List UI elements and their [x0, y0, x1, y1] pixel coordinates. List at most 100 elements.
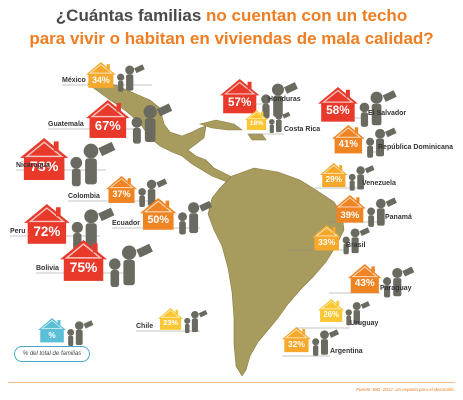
- value-label: 37%: [112, 189, 131, 200]
- house-shape: [318, 299, 371, 326]
- house-body: [40, 328, 64, 343]
- house-marker: 34%: [86, 62, 145, 92]
- house-shape: [158, 308, 208, 334]
- house-marker: 72%: [24, 204, 115, 250]
- house-roof: [312, 225, 342, 238]
- value-label: 18%: [249, 119, 264, 127]
- value-label: 33%: [317, 237, 336, 248]
- family-icon: [67, 320, 94, 347]
- value-label: 41%: [338, 138, 358, 150]
- house-shape: [282, 327, 340, 356]
- country-label: Venezuela: [362, 180, 396, 187]
- house-marker: 41%: [332, 125, 397, 158]
- country-label: República Dominicana: [378, 144, 454, 151]
- family-icon: [366, 127, 397, 158]
- house-marker: 78%: [20, 138, 116, 187]
- house-marker: 50%: [140, 198, 213, 235]
- map-cuba: [198, 119, 243, 131]
- house-roof: [86, 100, 130, 119]
- title-part-2: no cuentan con un techo: [206, 6, 408, 25]
- value-label: 23%: [163, 318, 178, 328]
- house-marker: 67%: [86, 100, 173, 144]
- value-label: 58%: [326, 104, 350, 118]
- house-body: [23, 156, 65, 180]
- house-shape: [20, 138, 116, 187]
- house-body: [88, 73, 114, 88]
- country-label: México: [62, 77, 86, 84]
- house-marker: 57%: [220, 79, 298, 119]
- country-label: Guatemala: [48, 121, 84, 128]
- legend-label: % del total de familias: [14, 346, 90, 362]
- value-label: 67%: [94, 117, 121, 133]
- house-body: [320, 309, 343, 322]
- house-marker: 33%: [312, 225, 370, 255]
- house-roof: [60, 240, 108, 260]
- house-roof: [38, 318, 67, 330]
- house-shape: [86, 100, 173, 144]
- house-marker: 43%: [348, 264, 415, 298]
- house-roof: [332, 125, 365, 139]
- value-label: 50%: [147, 213, 169, 226]
- house-shape: [60, 240, 153, 288]
- house-shape: [140, 198, 213, 235]
- title-line-2: para vivir o habitan en viviendas de mal…: [29, 29, 434, 48]
- house-roof: [245, 110, 268, 120]
- family-icon: [109, 243, 153, 288]
- house-roof: [282, 327, 311, 340]
- family-icon: [342, 227, 370, 255]
- house-body: [321, 102, 355, 122]
- family-icon: [178, 200, 213, 235]
- title-line-1: ¿Cuántas familias no cuentan con un tech…: [0, 5, 463, 27]
- family-icon: [131, 103, 173, 144]
- country-label: Argentina: [330, 348, 363, 355]
- legend-house: %: [38, 318, 94, 347]
- country-label: Bolivia: [36, 265, 59, 272]
- house-body: [322, 173, 346, 188]
- house-roof: [86, 62, 116, 75]
- country-label: Ecuador: [112, 220, 141, 227]
- title-part-1: ¿Cuántas familias: [55, 6, 202, 25]
- legend-symbol: %: [48, 329, 56, 340]
- house-roof: [158, 308, 184, 319]
- country-label: Peru: [10, 228, 26, 235]
- family-icon: [359, 90, 397, 127]
- family-icon: [70, 141, 116, 187]
- house-body: [334, 137, 363, 154]
- value-label: 75%: [69, 259, 98, 276]
- house-shape: [332, 125, 397, 158]
- house-marker: 29%: [320, 163, 375, 191]
- family-icon: [367, 197, 397, 227]
- value-label: 43%: [354, 278, 375, 290]
- house-roof: [220, 79, 260, 96]
- country-label: Uruguay: [350, 320, 379, 327]
- house-body: [108, 188, 135, 203]
- value-label: 26%: [323, 310, 339, 320]
- house-roof: [320, 163, 348, 175]
- family-icon: [345, 301, 371, 326]
- house-body: [336, 207, 364, 223]
- house-marker: 75%: [60, 240, 153, 288]
- value-label: 39%: [340, 208, 360, 220]
- house-marker: 37%: [106, 176, 168, 208]
- house-roof: [24, 204, 70, 223]
- house-roof: [334, 195, 366, 209]
- house-body: [246, 119, 267, 130]
- house-marker: 39%: [334, 195, 397, 227]
- family-icon: [138, 178, 168, 208]
- house-body: [27, 221, 67, 244]
- family-icon: [117, 64, 145, 92]
- house-shape: [334, 195, 397, 227]
- house-shape: [220, 79, 298, 119]
- country-label: Honduras: [268, 96, 301, 103]
- footer-rule: [8, 382, 455, 383]
- family-icon: [348, 165, 375, 191]
- house-shape: [24, 204, 115, 250]
- house-body: [142, 212, 174, 230]
- house-body: [160, 317, 182, 330]
- country-label: Brasil: [346, 242, 366, 249]
- house-shape: [245, 110, 291, 133]
- house-shape: [106, 176, 168, 208]
